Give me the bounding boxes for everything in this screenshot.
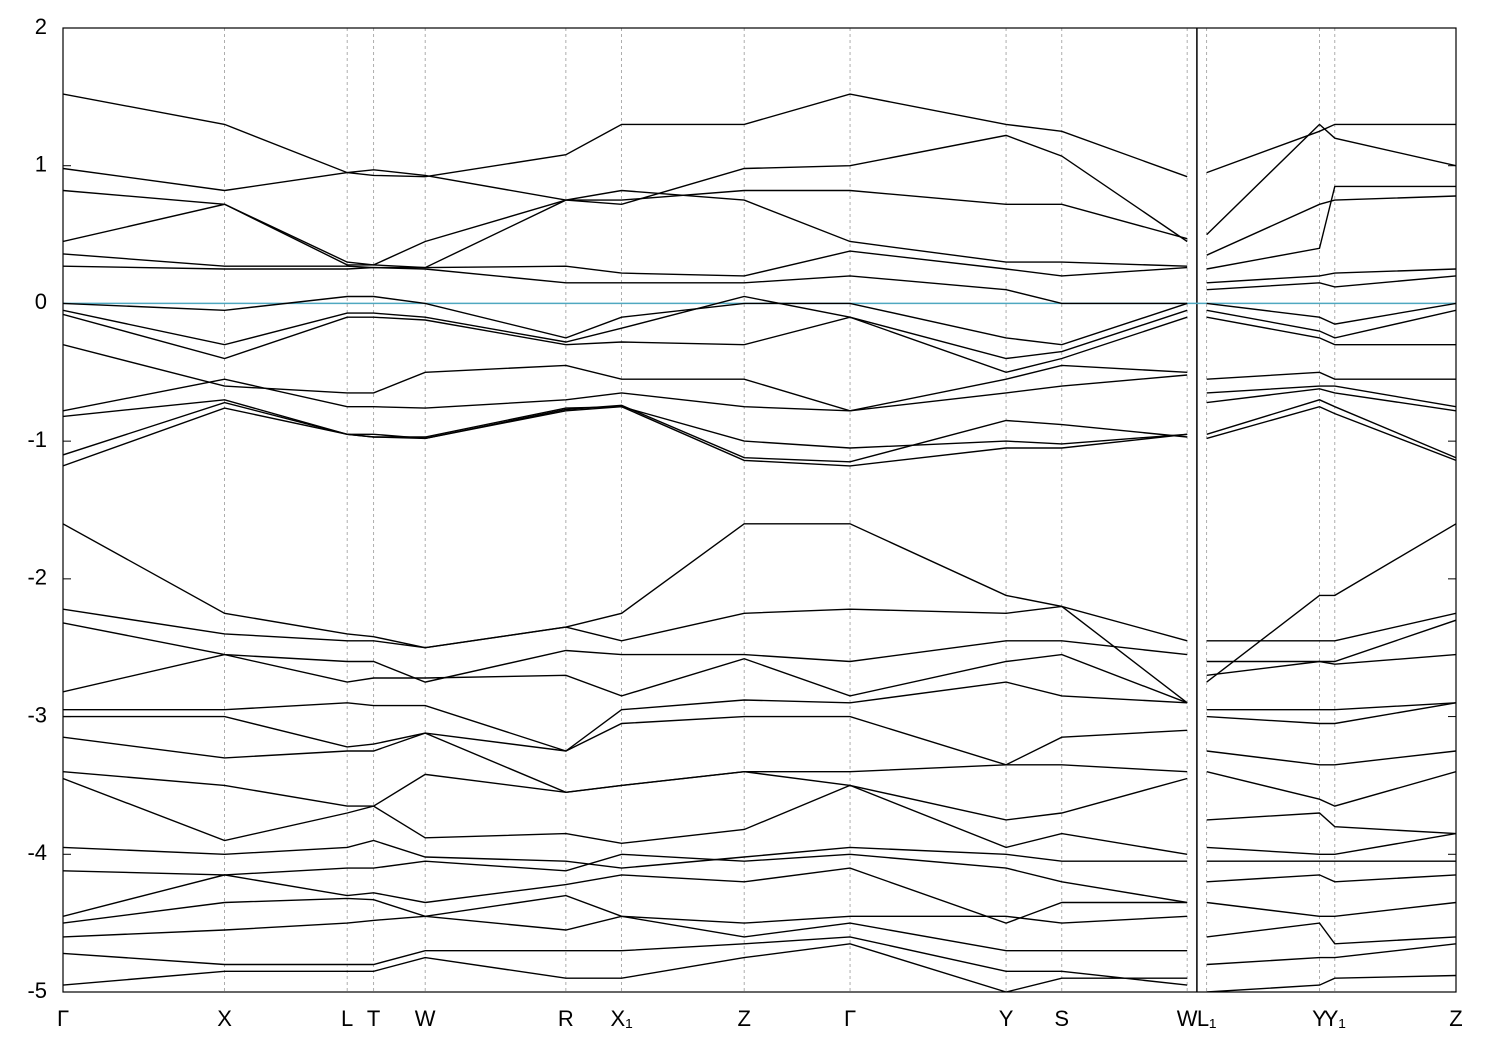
y-tick-label: 2 xyxy=(35,14,47,39)
y-tick-label: -4 xyxy=(27,840,47,865)
x-tick-label: L₁ xyxy=(1197,1006,1217,1031)
band-line xyxy=(63,867,1456,924)
x-tick-label: S xyxy=(1054,1006,1069,1031)
plot-frame xyxy=(62,27,1457,993)
band-line xyxy=(63,619,1456,683)
band-line xyxy=(63,313,1456,374)
x-tick-label: Γ xyxy=(57,1006,69,1031)
band-line xyxy=(63,653,1456,704)
band-line xyxy=(63,399,1456,463)
y-tick-label: -3 xyxy=(27,702,47,727)
band-line xyxy=(63,770,1456,821)
band-line xyxy=(63,777,1456,855)
x-tick-label: L xyxy=(341,1006,353,1031)
y-tick-label: 1 xyxy=(35,152,47,177)
x-tick-label: Y₁ xyxy=(1324,1006,1346,1031)
x-tick-label: Y xyxy=(999,1006,1014,1031)
x-tick-label: Z xyxy=(1449,1006,1462,1031)
y-tick-label: 0 xyxy=(35,289,47,314)
band-line xyxy=(63,732,1456,794)
band-line xyxy=(63,265,1456,305)
band-line xyxy=(63,523,1456,704)
band-line xyxy=(63,295,1456,360)
band-line xyxy=(63,250,1456,284)
band-line xyxy=(63,93,1456,178)
x-tick-label: X₁ xyxy=(611,1006,633,1031)
y-tick-label: -1 xyxy=(27,427,47,452)
band-line xyxy=(63,123,1456,243)
y-tick-label: -2 xyxy=(27,565,47,590)
band-line xyxy=(63,915,1456,952)
x-tick-label: W xyxy=(415,1006,436,1031)
x-tick-label: Z xyxy=(737,1006,750,1031)
band-line xyxy=(63,405,1456,467)
band-line xyxy=(63,344,1456,412)
band-line xyxy=(63,374,1456,412)
band-line xyxy=(63,702,1456,766)
x-tick-label: T xyxy=(367,1006,380,1031)
band-line xyxy=(63,936,1456,986)
band-line xyxy=(63,185,1456,270)
band-line xyxy=(63,853,1456,904)
band-line xyxy=(63,295,1456,346)
band-line xyxy=(63,605,1456,649)
band-line xyxy=(63,832,1456,869)
x-tick-label: W xyxy=(1177,1006,1198,1031)
band-line xyxy=(63,894,1456,924)
band-line xyxy=(63,681,1456,752)
y-tick-label: -5 xyxy=(27,978,47,1003)
band-line xyxy=(63,189,1456,266)
x-tick-label: X xyxy=(217,1006,232,1031)
x-tick-label: Γ xyxy=(844,1006,856,1031)
x-tick-label: Y xyxy=(1312,1006,1327,1031)
x-tick-label: R xyxy=(558,1006,574,1031)
band-line xyxy=(63,943,1456,992)
